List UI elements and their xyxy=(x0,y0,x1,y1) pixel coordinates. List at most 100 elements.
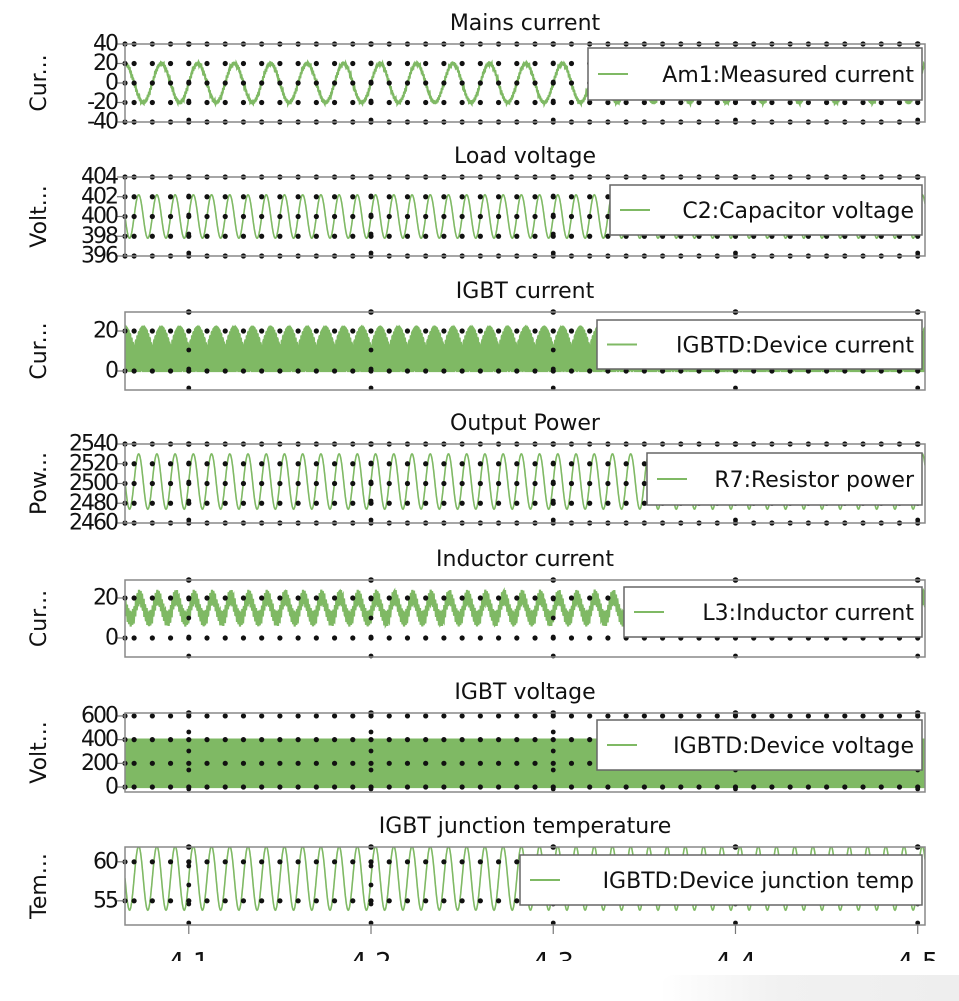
grid-dot xyxy=(605,500,611,506)
grid-dot xyxy=(277,635,283,641)
grid-dot xyxy=(277,233,283,239)
grid-dot xyxy=(459,713,465,719)
grid-dot xyxy=(386,859,392,865)
grid-dot xyxy=(404,328,411,334)
subplot-title: IGBT junction temperature xyxy=(379,814,672,839)
y-tick-label: 20 xyxy=(93,319,118,344)
grid-dot xyxy=(550,366,556,372)
grid-dot xyxy=(805,99,811,106)
grid-dot xyxy=(259,635,265,641)
grid-dot xyxy=(587,760,593,766)
grid-dot xyxy=(714,784,720,790)
grid-dot xyxy=(313,635,319,641)
grid-dot xyxy=(532,784,538,790)
legend: IGBTD:Device voltage xyxy=(596,719,923,771)
grid-dot xyxy=(459,898,465,904)
grid-dot xyxy=(386,760,392,766)
grid-dot xyxy=(568,635,575,641)
grid-dot xyxy=(186,479,192,485)
grid-dot xyxy=(331,368,338,374)
grid-dot xyxy=(149,898,155,904)
y-tick-label: 2500 xyxy=(69,471,118,496)
grid-dot xyxy=(605,784,611,790)
grid-dot xyxy=(441,898,447,904)
grid-dot xyxy=(550,729,556,735)
legend-label: C2:Capacitor voltage xyxy=(682,199,914,224)
grid-dot xyxy=(259,859,265,865)
grid-dot xyxy=(459,213,465,220)
grid-dot xyxy=(277,784,283,790)
grid-dot xyxy=(532,80,538,86)
grid-dot xyxy=(842,713,848,719)
grid-dot xyxy=(368,98,374,104)
grid-dot xyxy=(733,250,738,256)
grid-dot xyxy=(623,784,629,790)
grid-dot xyxy=(350,737,356,743)
grid-dot xyxy=(131,80,137,86)
grid-dot xyxy=(605,99,611,106)
grid-dot xyxy=(550,117,556,123)
grid-dot xyxy=(350,368,356,374)
grid-dot xyxy=(441,461,447,467)
grid-dot xyxy=(204,595,210,601)
grid-dot xyxy=(568,461,575,467)
grid-dot xyxy=(167,737,174,743)
grid-dot xyxy=(167,500,174,506)
grid-dot xyxy=(313,737,319,743)
grid-dot xyxy=(186,634,192,640)
y-tick-label: 402 xyxy=(81,184,117,209)
plot-frame xyxy=(124,712,926,793)
grid-dot xyxy=(167,760,174,766)
grid-dot xyxy=(641,480,647,487)
grid-dot xyxy=(331,461,338,467)
y-tick-label: 0 xyxy=(105,775,118,800)
grid-dot xyxy=(495,859,502,865)
grid-dot xyxy=(532,328,538,334)
grid-dot xyxy=(368,596,374,602)
y-tick-label: -20 xyxy=(87,90,118,115)
grid-dot xyxy=(477,99,483,106)
grid-dot xyxy=(167,80,174,86)
y-axis-label: Cur... xyxy=(27,54,52,111)
grid-dot xyxy=(222,760,228,766)
grid-dot xyxy=(167,713,174,719)
grid-dot xyxy=(587,635,593,641)
grid-dot xyxy=(295,859,301,865)
y-axis-label: Volt... xyxy=(27,185,52,248)
grid-dot xyxy=(368,328,374,334)
grid-dot xyxy=(404,784,411,790)
grid-dot xyxy=(331,500,338,506)
grid-dot xyxy=(277,80,283,86)
grid-dot xyxy=(495,461,502,467)
grid-dot xyxy=(313,480,319,487)
grid-dot xyxy=(514,480,520,487)
grid-dot xyxy=(350,80,356,86)
grid-dot xyxy=(240,737,247,743)
grid-dot xyxy=(350,213,356,220)
grid-dot xyxy=(477,60,483,67)
grid-dot xyxy=(532,595,538,601)
grid-dot xyxy=(441,635,447,641)
grid-dot xyxy=(423,328,429,334)
grid-dot xyxy=(295,713,301,719)
grid-dot xyxy=(550,786,556,792)
grid-dot xyxy=(587,595,593,601)
grid-dot xyxy=(350,500,356,506)
grid-dot xyxy=(423,760,429,766)
grid-dot xyxy=(331,80,338,86)
grid-dot xyxy=(605,213,611,220)
grid-dot xyxy=(295,99,301,106)
y-axis-label: Pow... xyxy=(27,452,52,515)
grid-dot xyxy=(240,760,247,766)
grid-dot xyxy=(167,99,174,106)
grid-dot xyxy=(368,366,374,372)
grid-dot xyxy=(186,859,192,865)
grid-dot xyxy=(514,713,520,719)
grid-dot xyxy=(222,233,228,239)
grid-dot xyxy=(769,99,775,106)
grid-dot xyxy=(240,898,247,904)
grid-dot xyxy=(514,898,520,904)
grid-dot xyxy=(769,713,775,719)
grid-dot xyxy=(495,194,502,200)
grid-dot xyxy=(350,713,356,719)
